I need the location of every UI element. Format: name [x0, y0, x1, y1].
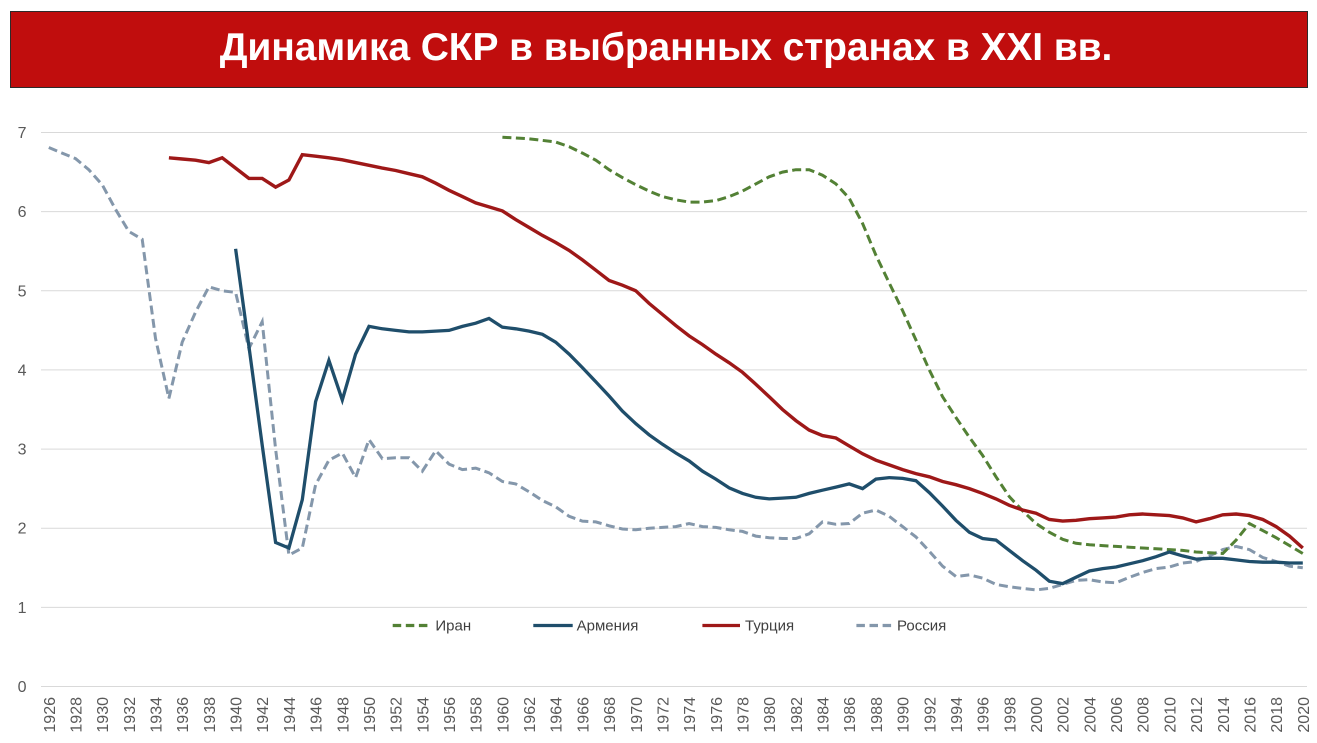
svg-text:1996: 1996	[976, 697, 993, 733]
svg-text:1958: 1958	[469, 697, 486, 733]
svg-text:2014: 2014	[1216, 697, 1233, 733]
svg-text:2006: 2006	[1109, 697, 1126, 733]
svg-text:2012: 2012	[1189, 697, 1206, 733]
svg-text:1992: 1992	[922, 697, 939, 733]
svg-text:5: 5	[18, 283, 27, 300]
svg-text:1972: 1972	[656, 697, 673, 733]
svg-text:1988: 1988	[869, 697, 886, 733]
svg-text:2020: 2020	[1296, 697, 1313, 733]
svg-text:2016: 2016	[1242, 697, 1259, 733]
svg-text:1930: 1930	[95, 697, 112, 733]
svg-text:1942: 1942	[255, 697, 272, 733]
svg-text:1950: 1950	[362, 697, 379, 733]
svg-text:2000: 2000	[1029, 697, 1046, 733]
svg-text:4: 4	[18, 362, 27, 379]
svg-text:1984: 1984	[816, 697, 833, 733]
svg-text:0: 0	[18, 679, 27, 696]
svg-text:1980: 1980	[762, 697, 779, 733]
svg-text:1994: 1994	[949, 697, 966, 733]
svg-text:3: 3	[18, 442, 27, 459]
svg-text:1970: 1970	[629, 697, 646, 733]
svg-text:1986: 1986	[842, 697, 859, 733]
svg-text:1976: 1976	[709, 697, 726, 733]
svg-text:1962: 1962	[522, 697, 539, 733]
svg-text:1946: 1946	[309, 697, 326, 733]
svg-text:1952: 1952	[389, 697, 406, 733]
svg-text:1966: 1966	[575, 697, 592, 733]
svg-text:1998: 1998	[1002, 697, 1019, 733]
svg-text:1940: 1940	[229, 697, 246, 733]
svg-text:1982: 1982	[789, 697, 806, 733]
svg-text:1990: 1990	[896, 697, 913, 733]
svg-text:1926: 1926	[42, 697, 59, 733]
svg-text:1978: 1978	[736, 697, 753, 733]
svg-text:2010: 2010	[1162, 697, 1179, 733]
svg-text:1944: 1944	[282, 697, 299, 733]
svg-text:1948: 1948	[335, 697, 352, 733]
svg-text:1960: 1960	[495, 697, 512, 733]
svg-text:1934: 1934	[149, 697, 166, 733]
svg-text:1974: 1974	[682, 697, 699, 733]
svg-text:7: 7	[18, 125, 27, 142]
svg-text:1928: 1928	[69, 697, 86, 733]
svg-text:Иран: Иран	[435, 618, 471, 635]
svg-text:6: 6	[18, 204, 27, 221]
svg-text:1936: 1936	[175, 697, 192, 733]
svg-text:1968: 1968	[602, 697, 619, 733]
svg-text:2: 2	[18, 521, 27, 538]
svg-text:Турция: Турция	[745, 618, 794, 635]
svg-text:1964: 1964	[549, 697, 566, 733]
svg-text:Россия: Россия	[897, 618, 946, 635]
svg-text:2004: 2004	[1082, 697, 1099, 733]
svg-text:2002: 2002	[1056, 697, 1073, 733]
svg-text:2018: 2018	[1269, 697, 1286, 733]
svg-text:1956: 1956	[442, 697, 459, 733]
svg-text:Армения: Армения	[577, 618, 639, 635]
svg-text:1: 1	[18, 600, 27, 617]
svg-text:2008: 2008	[1136, 697, 1153, 733]
svg-text:1954: 1954	[415, 697, 432, 733]
svg-text:1932: 1932	[122, 697, 139, 733]
svg-text:1938: 1938	[202, 697, 219, 733]
